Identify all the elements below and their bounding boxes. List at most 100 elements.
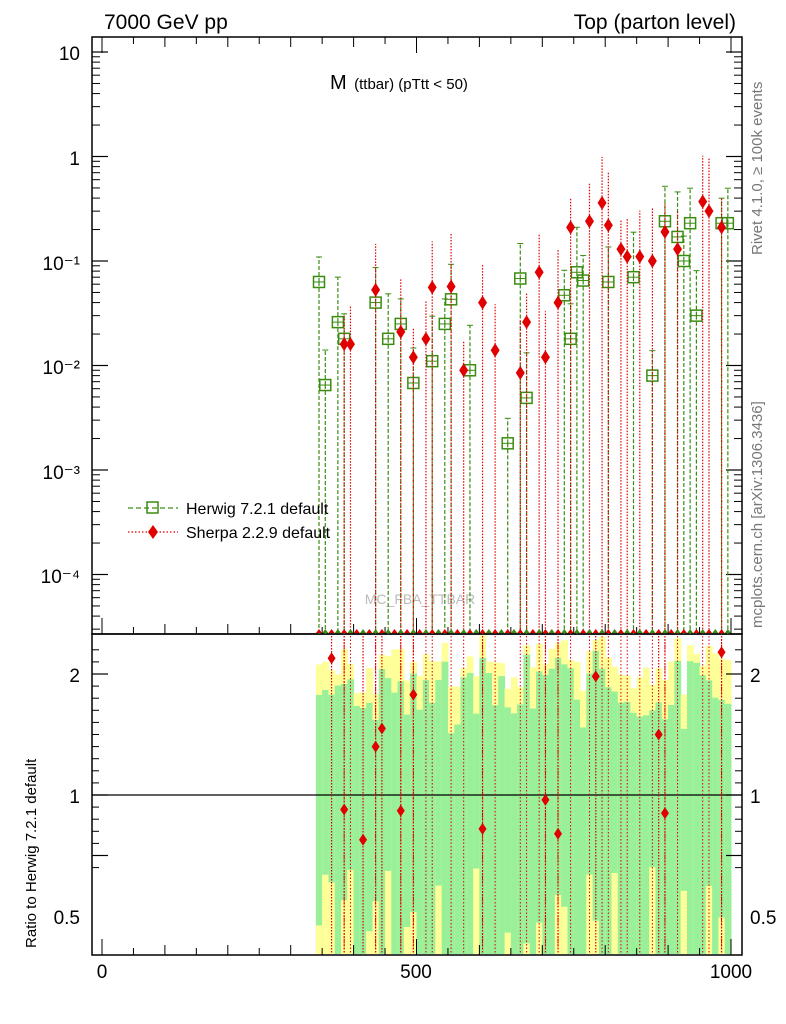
sherpa-point bbox=[534, 265, 544, 280]
sherpa-point bbox=[408, 350, 418, 365]
zero-bin-marker bbox=[404, 629, 411, 633]
zero-bin-marker bbox=[372, 629, 379, 633]
zero-bin-marker bbox=[529, 629, 536, 633]
band-green-bin bbox=[586, 673, 594, 954]
sherpa-point bbox=[490, 343, 500, 358]
zero-bin-marker bbox=[322, 629, 329, 633]
sherpa-point bbox=[553, 295, 563, 310]
zero-bin-marker bbox=[353, 629, 360, 633]
band-green-bin bbox=[441, 661, 449, 954]
band-green-bin bbox=[536, 671, 543, 954]
zero-bin-marker bbox=[422, 629, 429, 633]
plot-title-sub: (ttbar) (pTtt < 50) bbox=[354, 76, 468, 93]
sherpa-point bbox=[540, 350, 550, 365]
ratio-axis-title: Ratio to Herwig 7.2.1 default bbox=[23, 758, 40, 948]
band-yellow-patch bbox=[649, 867, 657, 954]
band-green-bin bbox=[391, 692, 399, 954]
band-green-bin bbox=[479, 657, 487, 954]
herwig-point bbox=[683, 216, 697, 230]
legend-herwig-label: Herwig 7.2.1 default bbox=[186, 501, 329, 518]
y-tick-label-1e-1: 10⁻¹ bbox=[43, 254, 81, 275]
ratio-tick-label-1: 1 bbox=[69, 787, 80, 808]
main-plot-frame bbox=[91, 36, 743, 635]
band-green-bin bbox=[617, 702, 625, 954]
sherpa-point bbox=[603, 218, 613, 233]
zero-bin-marker bbox=[454, 629, 461, 633]
herwig-point bbox=[319, 378, 332, 392]
zero-bin-marker bbox=[724, 629, 731, 633]
zero-bin-marker bbox=[492, 629, 499, 633]
band-green-bin bbox=[674, 660, 682, 954]
band-green-bin bbox=[686, 661, 694, 954]
zero-bin-marker bbox=[693, 629, 700, 633]
x-axis bbox=[101, 37, 732, 955]
herwig-point bbox=[690, 309, 703, 322]
x-tick-labels: 0 500 1000 bbox=[97, 962, 752, 983]
zero-bin-marker bbox=[655, 629, 662, 633]
plot-title-main: M bbox=[330, 72, 347, 94]
herwig-point bbox=[558, 289, 571, 302]
zero-bin-marker bbox=[617, 629, 624, 633]
band-green-bin bbox=[636, 716, 644, 954]
sherpa-point bbox=[660, 224, 670, 239]
ratio-y-tick-labels: 0.5 1 2 0.5 1 2 bbox=[54, 666, 777, 929]
band-yellow-patch bbox=[680, 890, 688, 954]
band-green-bin bbox=[529, 708, 537, 954]
ratio-tick-label-right-0p5: 0.5 bbox=[750, 908, 776, 929]
zero-bin-marker bbox=[624, 629, 631, 633]
band-yellow-patch bbox=[366, 931, 373, 954]
band-green-bin bbox=[724, 703, 732, 954]
legend-sherpa-label: Sherpa 2.2.9 default bbox=[186, 525, 331, 542]
band-green-bin bbox=[353, 706, 361, 954]
ratio-point bbox=[717, 646, 726, 659]
band-green-bin bbox=[416, 709, 424, 954]
zero-bin-marker bbox=[498, 629, 505, 633]
herwig-point bbox=[438, 317, 452, 331]
herwig-point bbox=[501, 437, 514, 450]
sherpa-point bbox=[566, 220, 576, 235]
band-green-bin bbox=[642, 715, 650, 954]
main-y-tick-labels: 10 1 10⁻¹ 10⁻² 10⁻³ 10⁻⁴ bbox=[41, 44, 80, 588]
zero-bin-marker bbox=[687, 629, 694, 633]
zero-bin-marker bbox=[668, 629, 675, 633]
main-y-axis bbox=[92, 51, 742, 630]
zero-bin-marker bbox=[586, 629, 593, 633]
zero-bin-marker bbox=[341, 629, 348, 633]
analysis-watermark: MC_FBA_TTBAR bbox=[365, 591, 475, 607]
zero-bin-marker bbox=[347, 629, 354, 633]
band-yellow-patch bbox=[473, 868, 480, 954]
band-green-bin bbox=[422, 680, 430, 954]
band-green-bin bbox=[548, 668, 556, 954]
ratio-point bbox=[554, 827, 563, 840]
zero-bin-marker bbox=[555, 629, 562, 633]
herwig-point bbox=[627, 270, 640, 284]
zero-bin-marker bbox=[712, 629, 719, 633]
legend-entry-sherpa: Sherpa 2.2.9 default bbox=[128, 525, 331, 542]
x-tick-label-500: 500 bbox=[400, 962, 432, 983]
band-green-bin bbox=[473, 713, 480, 954]
herwig-series bbox=[312, 185, 735, 634]
zero-bin-marker bbox=[416, 629, 423, 633]
zero-bin-marker bbox=[510, 629, 517, 633]
band-green-bin bbox=[334, 685, 342, 954]
rivet-version-label: Rivet 4.1.0, ≥ 100k events bbox=[749, 82, 766, 255]
band-yellow-patch bbox=[347, 869, 355, 954]
zero-bin-marker bbox=[473, 629, 480, 633]
zero-bin-marker bbox=[523, 629, 530, 633]
sherpa-point bbox=[371, 282, 381, 297]
band-green-bin bbox=[385, 678, 392, 954]
legend-herwig-marker bbox=[146, 501, 159, 514]
band-green-bin bbox=[498, 676, 506, 954]
herwig-point bbox=[514, 272, 527, 285]
band-green-bin bbox=[573, 699, 581, 954]
sherpa-point bbox=[421, 331, 431, 346]
sherpa-point bbox=[698, 194, 708, 209]
zero-bin-marker bbox=[611, 629, 618, 633]
band-green-bin bbox=[561, 664, 568, 954]
zero-bin-marker bbox=[592, 629, 599, 633]
sherpa-series bbox=[316, 155, 731, 634]
sherpa-point bbox=[635, 249, 645, 264]
zero-bin-marker bbox=[378, 629, 385, 633]
header-energy-label: 7000 GeV pp bbox=[104, 11, 228, 34]
sherpa-point bbox=[515, 365, 525, 380]
